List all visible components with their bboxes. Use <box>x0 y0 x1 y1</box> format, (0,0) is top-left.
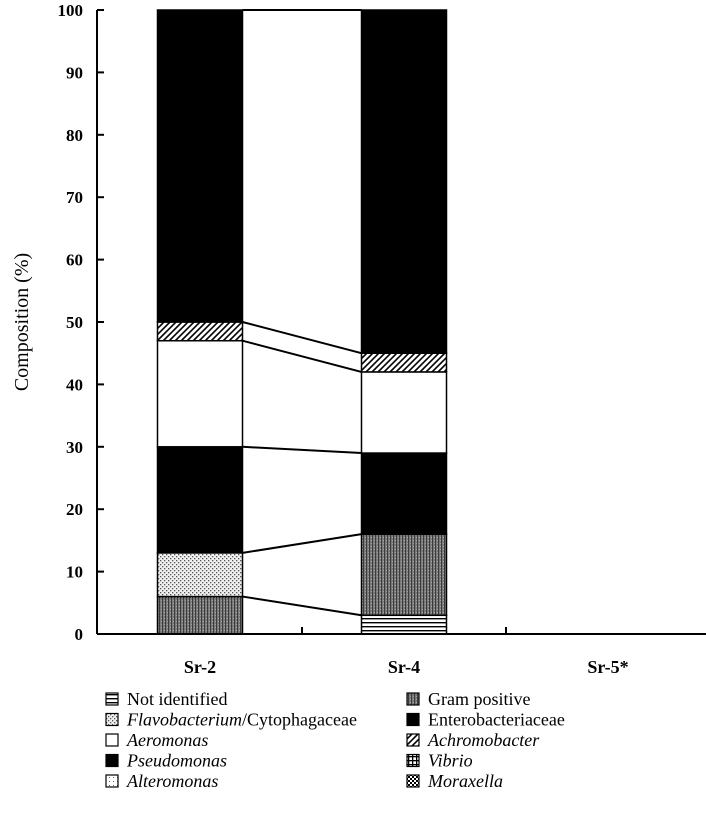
legend-label-pseudomonas: Pseudomonas <box>126 751 227 771</box>
bar-sr-2-aeromonas <box>156 339 244 448</box>
x-tick-label-sr-2: Sr-2 <box>184 657 216 677</box>
legend: Not identifiedFlavobacterium/Cytophagace… <box>105 689 565 791</box>
stacked-bars <box>156 9 448 635</box>
legend-swatch-pseudomonas <box>105 753 119 768</box>
legend-swatch-vibrio <box>406 753 420 768</box>
legend-label-vibrio: Vibrio <box>428 751 473 771</box>
legend-label-alteromonas: Alteromonas <box>126 771 218 791</box>
y-tick-label-50: 50 <box>66 313 83 332</box>
bar-sr-4-pseudomonas <box>360 452 448 535</box>
connector-line <box>242 595 362 617</box>
connector-line <box>242 321 362 355</box>
legend-label-moraxella: Moraxella <box>427 771 503 791</box>
legend-swatch-gram-positive <box>406 692 420 706</box>
legend-swatch-moraxella <box>406 774 420 788</box>
y-tick-label-10: 10 <box>66 563 83 582</box>
bar-sr-2-flavobacterium-cytophagaceae <box>156 552 244 598</box>
bar-sr-2-achromobacter <box>156 321 244 342</box>
legend-swatch-flavobacterium-cytophagaceae <box>105 712 119 727</box>
legend-label-not-identified: Not identified <box>127 689 227 709</box>
legend-swatch-alteromonas <box>105 774 119 788</box>
y-tick-label-30: 30 <box>66 438 83 457</box>
y-tick-label-100: 100 <box>58 1 84 20</box>
y-axis-label: Composition (%) <box>11 253 33 391</box>
legend-label-enterobacteriaceae: Enterobacteriaceae <box>428 710 565 730</box>
bar-sr-4-enterobacteriaceae <box>360 9 448 354</box>
legend-label-achromobacter: Achromobacter <box>427 730 540 750</box>
connector-lines <box>242 9 362 635</box>
y-tick-label-60: 60 <box>66 251 83 270</box>
bar-sr-2-enterobacteriaceae <box>156 9 244 323</box>
bar-sr-4-achromobacter <box>360 352 448 373</box>
legend-swatch-achromobacter <box>406 733 420 747</box>
bar-sr-2-pseudomonas <box>156 446 244 554</box>
legend-label-aeromonas: Aeromonas <box>126 730 208 750</box>
y-tick-label-70: 70 <box>66 188 83 207</box>
x-ticks: Sr-2 Sr-4 Sr-5* <box>184 627 629 677</box>
y-tick-label-40: 40 <box>66 375 83 394</box>
y-ticks: 0 10 20 30 40 50 60 70 80 90 100 <box>58 1 104 644</box>
legend-label-gram-positive: Gram positive <box>428 689 530 709</box>
connector-line <box>242 445 362 455</box>
legend-swatch-not-identified <box>105 692 119 706</box>
legend-swatch-aeromonas <box>105 733 119 747</box>
connector-line <box>242 339 362 373</box>
bar-sr-4-not-identified <box>360 614 448 635</box>
y-tick-label-80: 80 <box>66 126 83 145</box>
y-tick-label-0: 0 <box>75 625 84 644</box>
legend-label-flavobacterium-cytophagaceae: Flavobacterium/Cytophagaceae <box>126 710 357 730</box>
bar-sr-2-gram-positive <box>156 595 244 635</box>
bar-sr-4-gram-positive <box>360 533 448 617</box>
y-tick-label-90: 90 <box>66 63 83 82</box>
x-tick-label-sr-5: Sr-5* <box>587 657 628 677</box>
x-tick-label-sr-4: Sr-4 <box>388 657 420 677</box>
connector-line <box>242 533 362 554</box>
bar-sr-4-aeromonas <box>360 371 448 454</box>
legend-swatch-enterobacteriaceae <box>406 712 420 727</box>
y-tick-label-20: 20 <box>66 500 83 519</box>
